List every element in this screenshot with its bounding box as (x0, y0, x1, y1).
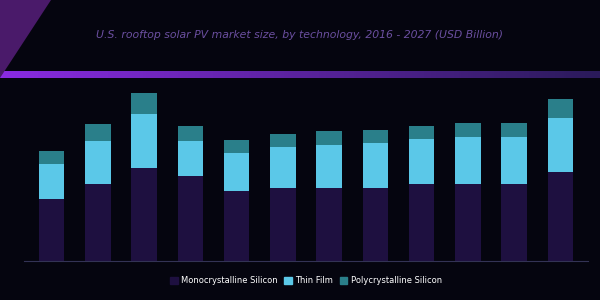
Bar (178, 176, 203, 261)
Bar (224, 191, 250, 261)
Bar (362, 130, 388, 143)
Bar (316, 188, 342, 261)
Bar (85, 141, 110, 184)
Legend: Monocrystalline Silicon, Thin Film, Polycrystalline Silicon: Monocrystalline Silicon, Thin Film, Poly… (167, 273, 445, 288)
Bar (85, 124, 110, 141)
Bar (455, 184, 481, 261)
Polygon shape (0, 0, 51, 78)
Bar (39, 164, 64, 199)
Bar (224, 140, 250, 153)
Bar (270, 134, 296, 147)
Bar (502, 184, 527, 261)
Bar (316, 131, 342, 145)
Bar (502, 137, 527, 184)
Bar (270, 188, 296, 261)
Bar (548, 172, 573, 261)
Text: U.S. rooftop solar PV market size, by technology, 2016 - 2027 (USD Billion): U.S. rooftop solar PV market size, by te… (97, 30, 503, 40)
Bar (409, 184, 434, 261)
Bar (409, 139, 434, 184)
Bar (548, 118, 573, 172)
Bar (131, 93, 157, 114)
Bar (362, 188, 388, 261)
Bar (362, 143, 388, 188)
Bar (224, 153, 250, 191)
Bar (131, 168, 157, 261)
Bar (502, 123, 527, 137)
Bar (178, 126, 203, 141)
Bar (39, 151, 64, 164)
Bar (455, 123, 481, 137)
Bar (455, 137, 481, 184)
Bar (316, 145, 342, 188)
Bar (39, 199, 64, 261)
Bar (270, 147, 296, 188)
Bar (409, 126, 434, 139)
Bar (548, 99, 573, 118)
Bar (131, 114, 157, 168)
Bar (85, 184, 110, 261)
Bar (178, 141, 203, 176)
